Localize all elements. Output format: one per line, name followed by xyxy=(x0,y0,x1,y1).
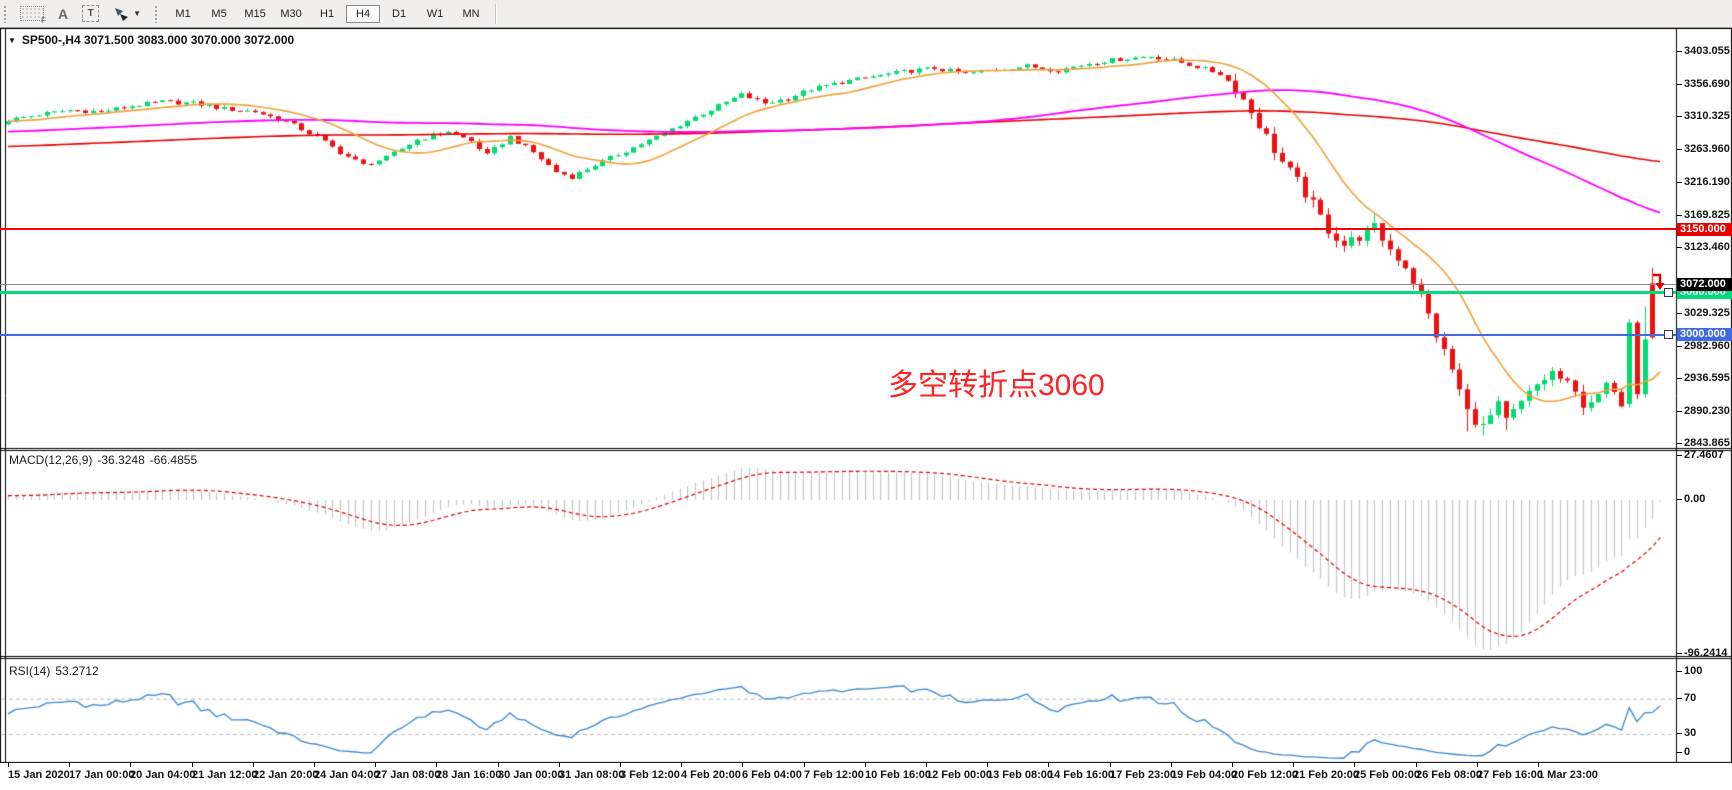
macd-main-value: -36.3248 xyxy=(97,453,145,467)
timeframe-button-H1[interactable]: H1 xyxy=(320,7,335,20)
price-axis-label: 3356.690 xyxy=(1677,77,1730,90)
price-axis-label: 2936.595 xyxy=(1677,372,1730,385)
time-axis-label: 1 Mar 23:00 xyxy=(1538,762,1598,781)
price-badge-3150: 3150.000 xyxy=(1677,222,1732,236)
time-axis-label: 27 Feb 16:00 xyxy=(1477,762,1544,781)
time-axis-label: 17 Feb 23:00 xyxy=(1110,762,1177,781)
timeframe-button-W1[interactable]: W1 xyxy=(426,7,444,20)
price-axis-label: 3216.190 xyxy=(1677,176,1730,188)
timeframe-button-M5[interactable]: M5 xyxy=(211,7,227,20)
time-axis-label: 17 Jan 00:00 xyxy=(69,762,135,781)
chevron-down-icon: ▼ xyxy=(133,9,142,18)
price-axis-label: 3310.325 xyxy=(1677,110,1730,122)
sell-arrow-icon[interactable] xyxy=(1651,272,1669,292)
timeframe-buttons: M1 M5 M15 M30 H1 H4 D1 W1 MN xyxy=(165,4,489,23)
rsi-axis-label: 0 xyxy=(1676,746,1691,758)
price-badge-3000: 3000.000 xyxy=(1677,328,1732,342)
time-axis-label: 10 Feb 16:00 xyxy=(865,762,932,781)
time-axis-label: 14 Feb 16:00 xyxy=(1048,762,1115,781)
price-axis-label: 3403.055 xyxy=(1677,45,1730,57)
line-handle[interactable] xyxy=(1664,330,1673,340)
time-axis-label: 7 Feb 12:00 xyxy=(804,762,864,781)
time-axis-label: 27 Jan 08:00 xyxy=(375,762,441,781)
time-axis-label: 26 Feb 08:00 xyxy=(1416,762,1483,781)
support-line-3000[interactable] xyxy=(0,333,1676,336)
panel-resize-handle[interactable] xyxy=(0,446,1732,451)
macd-label-row: MACD(12,26,9) -36.3248 -66.4855 xyxy=(9,453,202,467)
timeframe-button-D1[interactable]: D1 xyxy=(392,7,407,20)
font-icon: A xyxy=(58,5,69,22)
price-axis-label: 2843.865 xyxy=(1677,437,1730,450)
timeframe-button-H4[interactable]: H4 xyxy=(346,4,381,23)
toolbar-drag-handle[interactable] xyxy=(3,4,8,23)
time-axis-label: 20 Jan 04:00 xyxy=(130,762,196,781)
rsi-axis-label: 70 xyxy=(1676,691,1697,704)
time-axis-label: 4 Feb 20:00 xyxy=(681,762,741,781)
time-axis-label: 15 Jan 2020 xyxy=(8,762,70,781)
toolbar: F A T ▼ M1 M5 M15 M30 H1 H4 D1 W1 MN xyxy=(0,0,1732,28)
time-axis-label: 28 Jan 16:00 xyxy=(436,762,502,781)
current-price-badge: 3072.000 xyxy=(1677,277,1732,291)
chart-shift-button[interactable]: F xyxy=(14,3,50,25)
time-axis-label: 3 Feb 12:00 xyxy=(620,762,680,781)
toolbar-separator xyxy=(495,3,498,24)
price-axis-label: 2890.230 xyxy=(1677,404,1730,417)
price-axis-label: 3263.960 xyxy=(1677,142,1730,155)
timeframe-button-MN[interactable]: MN xyxy=(462,7,480,20)
price-axis-label: 3029.325 xyxy=(1677,307,1730,320)
pivot-line-3060[interactable] xyxy=(0,291,1676,295)
toolbar-drag-handle[interactable] xyxy=(154,4,160,23)
time-axis-label: 30 Jan 00:00 xyxy=(498,762,564,781)
text-label-icon: T xyxy=(82,5,100,22)
chart-shift-icon: F xyxy=(20,6,46,25)
arrows-tool-button[interactable]: ▼ xyxy=(107,3,147,25)
chart-title: SP500-,H4 3071.500 3083.000 3070.000 307… xyxy=(21,33,295,47)
arrows-icon xyxy=(115,7,129,21)
chart-canvas[interactable] xyxy=(0,28,1732,763)
time-axis-label: 31 Jan 08:00 xyxy=(559,762,625,781)
font-tool-button[interactable]: A xyxy=(52,3,74,25)
text-label-button[interactable]: T xyxy=(76,3,105,25)
time-axis-label: 13 Feb 08:00 xyxy=(987,762,1054,781)
price-axis-label: 2982.960 xyxy=(1677,339,1730,352)
time-axis-label: 21 Jan 12:00 xyxy=(192,762,258,781)
price-axis-label: 3169.825 xyxy=(1677,208,1730,221)
time-axis-label: 6 Feb 04:00 xyxy=(742,762,802,781)
rsi-value: 53.2712 xyxy=(55,664,99,678)
panel-resize-handle[interactable] xyxy=(0,654,1732,659)
timeframe-button-M1[interactable]: M1 xyxy=(175,7,191,20)
rsi-label: RSI(14) xyxy=(9,664,51,678)
rsi-axis-label: 30 xyxy=(1676,727,1697,740)
annotation-text[interactable]: 多空转折点3060 xyxy=(888,369,1105,402)
timeframe-button-M30[interactable]: M30 xyxy=(280,7,302,20)
macd-signal-value: -66.4855 xyxy=(149,453,198,467)
price-axis-label: 3123.460 xyxy=(1677,241,1730,254)
rsi-axis-label: 100 xyxy=(1676,665,1703,677)
rsi-label-row: RSI(14) 53.2712 xyxy=(9,664,104,678)
time-axis-label: 21 Feb 20:00 xyxy=(1293,762,1360,781)
current-price-line xyxy=(0,283,1676,285)
symbol-dropdown-icon[interactable]: ▼ xyxy=(8,35,16,45)
macd-axis-label: -96.2414 xyxy=(1676,647,1728,660)
time-axis[interactable]: 15 Jan 2020 17 Jan 00:00 20 Jan 04:00 21 Ja… xyxy=(0,762,1732,789)
time-axis-label: 22 Jan 20:00 xyxy=(253,762,319,781)
resistance-line-3150[interactable] xyxy=(0,228,1676,231)
time-axis-label: 24 Jan 04:00 xyxy=(314,762,380,781)
macd-label: MACD(12,26,9) xyxy=(9,453,93,467)
macd-axis-label: 27.4607 xyxy=(1677,449,1724,462)
time-axis-label: 19 Feb 04:00 xyxy=(1171,762,1238,781)
time-axis-label: 20 Feb 12:00 xyxy=(1232,762,1299,781)
timeframe-button-M15[interactable]: M15 xyxy=(244,7,266,20)
time-axis-label: 12 Feb 00:00 xyxy=(926,762,993,781)
macd-axis-label: 0.00 xyxy=(1676,493,1706,505)
time-axis-label: 25 Feb 00:00 xyxy=(1354,762,1421,781)
line-handle[interactable] xyxy=(1664,288,1673,298)
